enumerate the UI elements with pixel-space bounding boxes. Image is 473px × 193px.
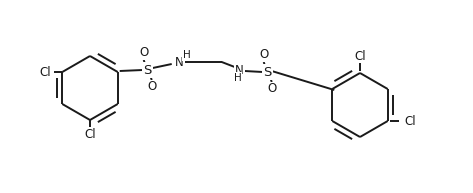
Text: Cl: Cl [39,65,51,79]
Text: N: N [236,63,244,76]
Text: O: O [139,47,149,59]
Text: H: H [234,73,242,83]
Text: O: O [267,82,276,96]
Text: Cl: Cl [84,129,96,141]
Text: O: O [259,48,268,62]
Text: Cl: Cl [404,114,415,128]
Text: S: S [263,65,272,79]
Text: N: N [175,56,184,69]
Text: O: O [147,80,157,93]
Text: H: H [183,50,191,60]
Text: S: S [143,63,152,76]
Text: Cl: Cl [354,49,366,63]
